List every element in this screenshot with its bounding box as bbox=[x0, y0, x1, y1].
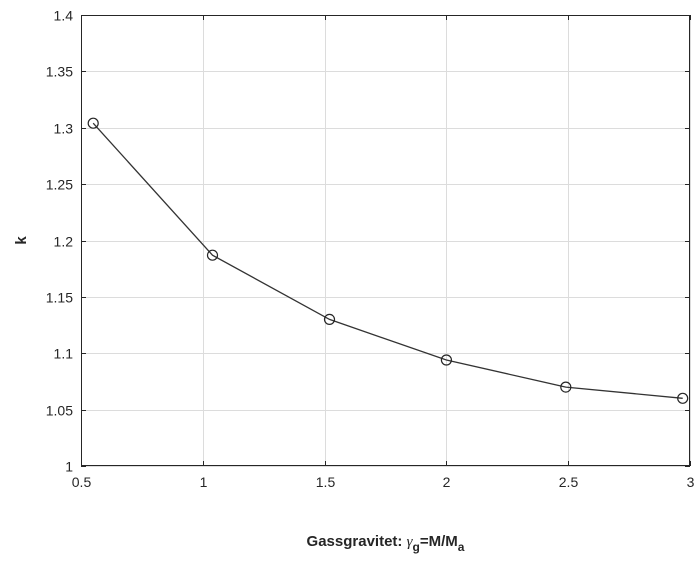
x-axis-label-prefix: Gassgravitet: bbox=[307, 533, 407, 550]
x-axis-label: Gassgravitet: γg=M/Ma bbox=[307, 533, 465, 554]
axes-box bbox=[81, 15, 690, 466]
y-tick-label: 1.4 bbox=[54, 8, 74, 24]
y-tick-label: 1.1 bbox=[54, 346, 74, 362]
axes bbox=[81, 15, 690, 466]
x-axis-label-gamma: γ bbox=[407, 534, 414, 550]
y-tick-label: 1.2 bbox=[54, 234, 74, 250]
x-tick-label: 1 bbox=[200, 474, 208, 490]
y-tick-label: 1.35 bbox=[46, 64, 73, 80]
x-tick-label: 3 bbox=[687, 474, 695, 490]
x-tick-label: 2 bbox=[443, 474, 451, 490]
x-tick-label: 1.5 bbox=[316, 474, 336, 490]
x-axis-ticks: 0.5 1 1.5 2 2.5 3 bbox=[72, 15, 695, 490]
y-tick-label: 1 bbox=[65, 459, 73, 475]
x-tick-label: 2.5 bbox=[559, 474, 579, 490]
data-point-marker bbox=[87, 117, 99, 129]
y-tick-label: 1.25 bbox=[46, 177, 73, 193]
data-point-marker bbox=[206, 249, 219, 261]
grid bbox=[81, 15, 691, 467]
y-tick-label: 1.15 bbox=[46, 290, 73, 306]
data-point-marker bbox=[677, 392, 689, 404]
x-axis-label-mid: =M/M bbox=[420, 533, 458, 550]
y-axis-ticks: 1 1.05 1.1 1.15 1.2 1.25 1.3 1.35 1.4 bbox=[46, 8, 690, 475]
x-tick-label: 0.5 bbox=[72, 474, 92, 490]
y-tick-label: 1.05 bbox=[46, 403, 73, 419]
y-tick-label: 1.3 bbox=[54, 121, 74, 137]
x-axis-label-gamma-sub: g bbox=[413, 540, 420, 554]
y-axis-label: k bbox=[13, 236, 30, 245]
data-point-marker bbox=[440, 354, 452, 366]
plot-background bbox=[81, 15, 690, 466]
x-axis-label-m-sub: a bbox=[458, 540, 465, 554]
data-point-marker bbox=[323, 313, 336, 325]
series-line bbox=[92, 122, 683, 399]
data-point-marker bbox=[560, 381, 572, 393]
series-group bbox=[87, 117, 689, 404]
